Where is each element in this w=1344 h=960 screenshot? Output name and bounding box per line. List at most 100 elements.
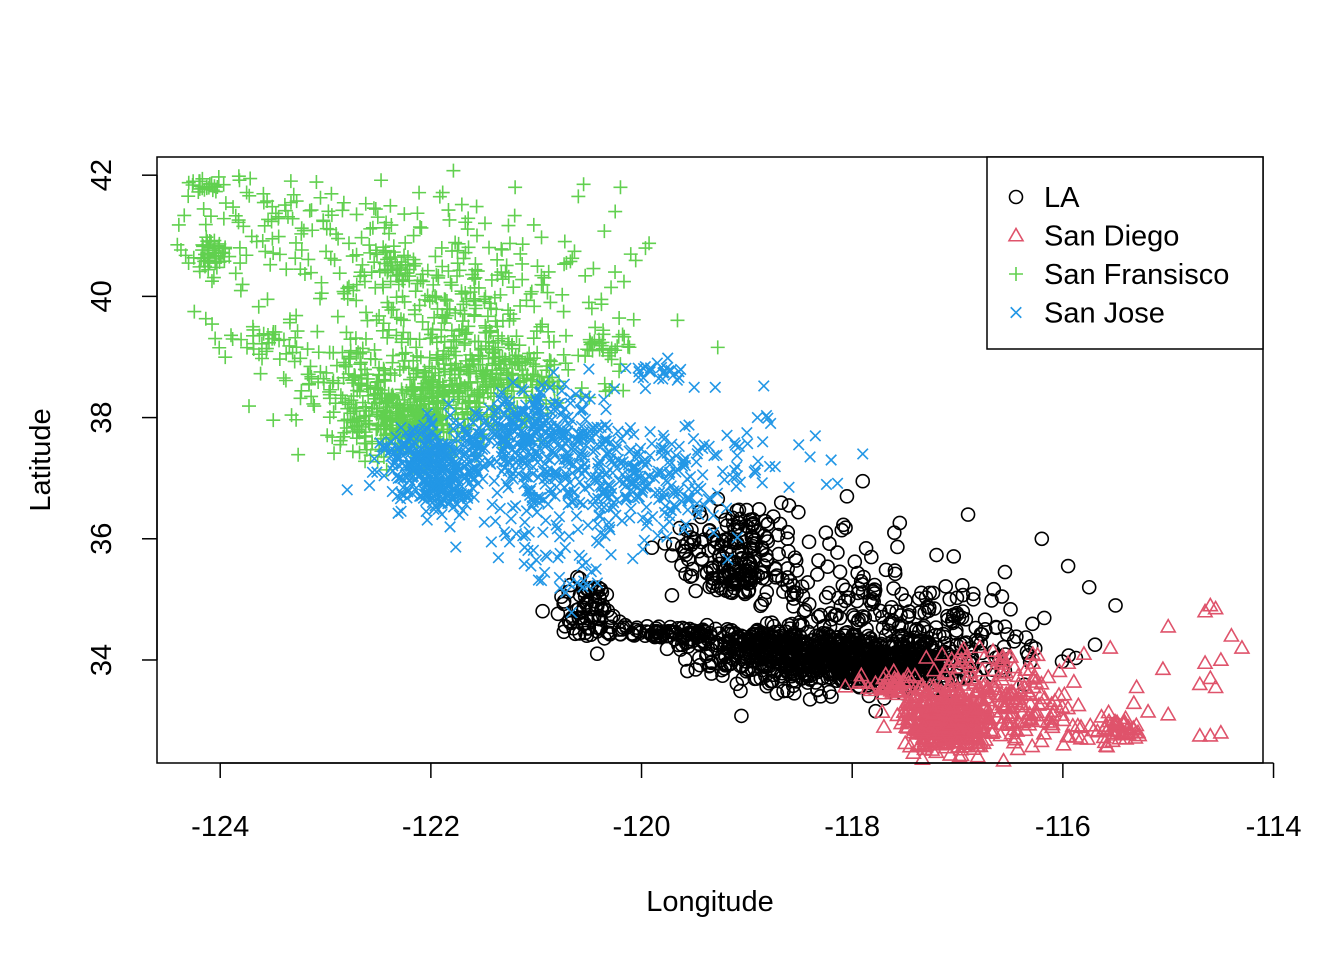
data-point (997, 619, 1013, 634)
data-point (710, 340, 725, 355)
data-point (464, 464, 477, 477)
data-point (352, 445, 367, 460)
data-point (491, 372, 506, 387)
data-point (966, 699, 984, 715)
data-point (859, 679, 877, 694)
data-point (446, 383, 461, 398)
data-point (494, 241, 509, 256)
data-point (369, 247, 384, 262)
data-point (307, 399, 322, 414)
data-point (450, 269, 465, 284)
data-point (992, 726, 1009, 742)
data-point (366, 201, 381, 216)
data-point (289, 194, 304, 209)
data-point (428, 401, 443, 416)
data-point (611, 329, 626, 344)
data-point (423, 442, 436, 455)
data-point (544, 483, 557, 496)
data-point (407, 302, 422, 317)
data-point (800, 575, 816, 590)
data-point (395, 421, 407, 434)
data-point (912, 605, 927, 620)
data-point (483, 456, 496, 469)
data-point (644, 425, 656, 438)
data-point (1191, 727, 1209, 742)
data-point (367, 342, 382, 357)
data-point (594, 292, 609, 307)
data-point (686, 534, 702, 550)
data-point (499, 258, 514, 273)
data-point (394, 382, 409, 397)
data-point (584, 301, 599, 316)
data-point (383, 198, 398, 213)
data-point (225, 331, 240, 346)
data-point (608, 204, 623, 219)
data-point (984, 642, 1002, 658)
data-point (441, 203, 456, 218)
data-point (403, 372, 418, 387)
data-point (408, 436, 420, 449)
data-point (265, 231, 280, 246)
data-point (755, 646, 771, 662)
data-point (320, 428, 335, 443)
data-point (302, 376, 317, 391)
data-point (465, 430, 478, 443)
data-point (915, 730, 933, 746)
data-point (975, 649, 993, 664)
data-point (401, 469, 414, 481)
x-tick-label: -118 (824, 811, 880, 843)
data-point (847, 554, 863, 570)
data-point (385, 348, 400, 363)
data-point (1024, 654, 1042, 669)
data-point (212, 238, 227, 253)
data-point (437, 362, 452, 377)
data-point (909, 621, 924, 637)
data-point (534, 230, 549, 245)
data-point (402, 443, 415, 455)
data-point (181, 175, 196, 190)
data-point (616, 274, 631, 289)
data-point (228, 208, 243, 223)
data-point (461, 396, 476, 411)
data-point (811, 553, 826, 568)
data-point (499, 365, 514, 380)
data-point (444, 278, 459, 293)
data-point (474, 369, 489, 384)
data-point (243, 171, 258, 186)
data-point (363, 351, 378, 366)
data-point (944, 728, 962, 744)
data-point (282, 312, 297, 327)
data-point (497, 442, 510, 454)
data-points (170, 163, 1251, 767)
data-point (218, 240, 233, 255)
data-point (501, 218, 516, 233)
data-point (413, 220, 428, 235)
data-point (971, 638, 989, 654)
data-point (235, 277, 250, 292)
data-point (967, 715, 984, 731)
data-point (665, 536, 681, 552)
data-point (561, 362, 576, 377)
data-point (1117, 709, 1134, 725)
data-point (664, 548, 680, 563)
data-point (1212, 651, 1230, 667)
data-point (393, 312, 408, 327)
data-point (439, 293, 454, 308)
data-point (457, 488, 470, 501)
data-point (764, 615, 780, 630)
data-point (349, 431, 364, 446)
data-point (266, 246, 281, 261)
data-point (610, 339, 625, 354)
data-point (854, 612, 869, 628)
data-point (579, 610, 594, 626)
data-point (319, 365, 334, 380)
data-point (734, 543, 750, 559)
data-point (389, 446, 402, 458)
data-point (478, 416, 490, 429)
x-tick-label: -122 (402, 811, 460, 843)
data-point (588, 320, 603, 335)
data-point (411, 470, 424, 482)
data-point (349, 207, 364, 222)
data-point (346, 283, 361, 298)
